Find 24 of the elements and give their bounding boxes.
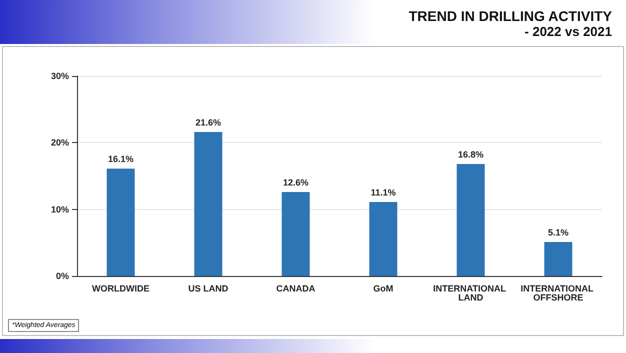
bar: [282, 192, 310, 276]
bar: [544, 242, 572, 276]
data-label: 5.1%: [548, 228, 569, 238]
bar: [369, 202, 398, 276]
x-tick-label: INTERNATIONAL LAND: [433, 284, 508, 302]
x-tick-label: GoM: [373, 284, 394, 294]
y-tick-label: 30%: [50, 71, 69, 81]
bar: [194, 132, 222, 276]
data-label: 16.8%: [458, 150, 484, 160]
y-tick-label: 10%: [50, 204, 69, 214]
x-tick-label: WORLDWIDE: [92, 284, 150, 294]
bar: [106, 168, 135, 276]
y-tick-label: 0%: [56, 271, 69, 281]
data-label: 16.1%: [108, 154, 134, 164]
chart-title: TREND IN DRILLING ACTIVITY: [408, 8, 612, 24]
data-label: 11.1%: [370, 188, 396, 198]
bar: [456, 164, 485, 276]
data-label: 21.6%: [195, 118, 222, 128]
chart-subtitle: - 2022 vs 2021: [524, 24, 612, 39]
x-tick-label: CANADA: [276, 284, 316, 294]
x-tick-label: US LAND: [188, 284, 229, 294]
data-label: 12.6%: [282, 178, 309, 188]
y-tick-label: 20%: [50, 138, 69, 148]
x-tick-label: INTERNATIONAL OFFSHORE: [520, 284, 596, 302]
